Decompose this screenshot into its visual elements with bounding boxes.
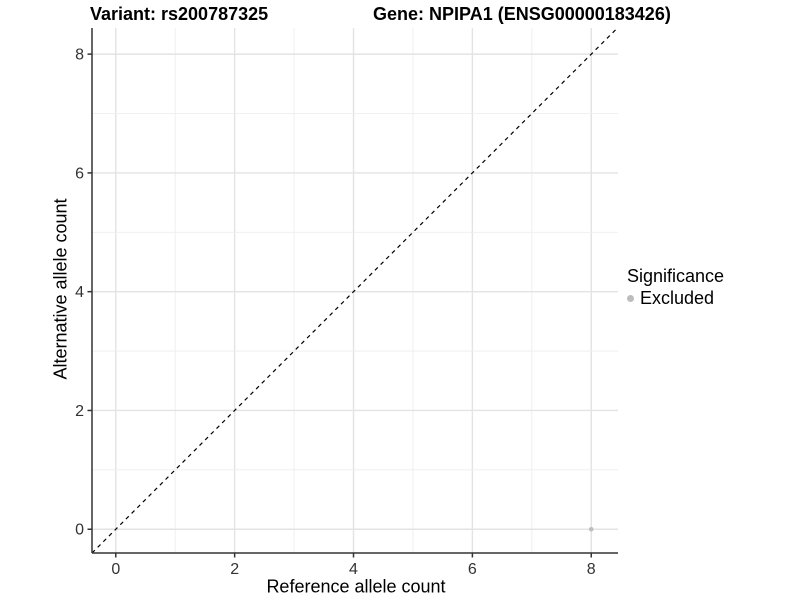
x-tick-label: 8 bbox=[587, 561, 596, 578]
x-tick-label: 2 bbox=[230, 561, 239, 578]
y-tick-label: 2 bbox=[75, 403, 84, 420]
identity-line bbox=[91, 27, 618, 554]
y-axis-title: Alternative allele count bbox=[50, 198, 71, 380]
y-tick-label: 0 bbox=[75, 522, 84, 539]
plot-title-variant: Variant: rs200787325 bbox=[90, 4, 269, 24]
x-axis-title: Reference allele count bbox=[266, 576, 446, 597]
x-tick-label: 6 bbox=[468, 561, 477, 578]
legend-item-excluded: Excluded bbox=[627, 287, 724, 309]
legend-point-icon bbox=[627, 294, 634, 302]
legend-item-label: Excluded bbox=[640, 288, 715, 308]
y-tick-label: 6 bbox=[75, 165, 84, 182]
x-tick-label: 4 bbox=[349, 561, 358, 578]
legend: Significance Excluded bbox=[627, 265, 724, 309]
y-tick-label: 4 bbox=[75, 284, 84, 301]
x-tick-label: 0 bbox=[111, 561, 120, 578]
data-point bbox=[588, 526, 594, 532]
y-tick-label: 8 bbox=[75, 47, 84, 64]
legend-title: Significance bbox=[627, 266, 725, 286]
plot-title-gene: Gene: NPIPA1 (ENSG00000183426) bbox=[373, 4, 671, 24]
